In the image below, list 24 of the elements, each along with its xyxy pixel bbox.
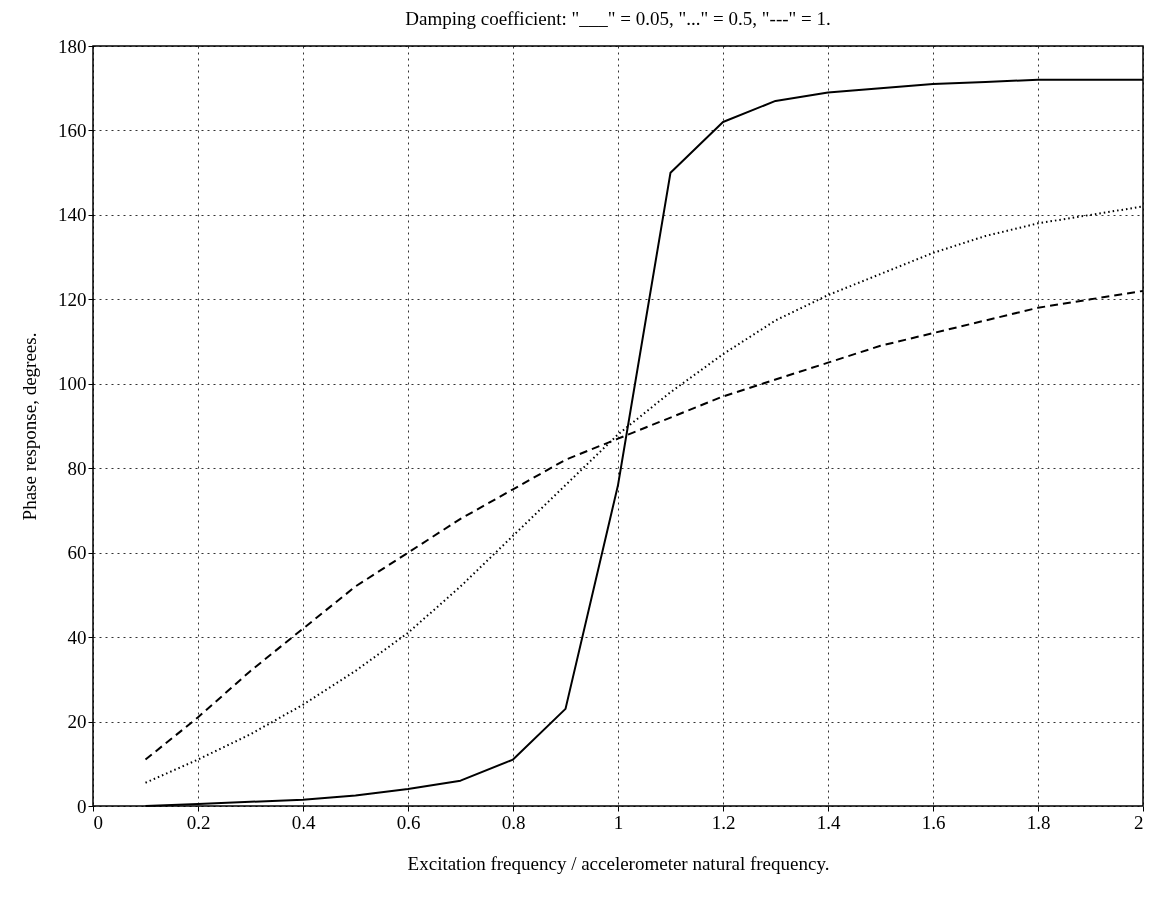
y-tick-label: 40 — [67, 626, 87, 648]
y-tick-label: 60 — [67, 542, 87, 564]
y-tick-label: 20 — [67, 711, 87, 733]
y-tick-label: 140 — [58, 204, 87, 226]
x-tick-label: 0 — [93, 811, 103, 833]
x-tick-label: 1.4 — [816, 811, 841, 833]
x-tick-label: 1 — [613, 811, 624, 833]
y-tick-label: 80 — [67, 457, 87, 479]
y-tick-label: 100 — [58, 373, 87, 395]
x-tick-label: 0.2 — [186, 811, 211, 833]
y-tick-label: 0 — [77, 795, 87, 817]
x-tick-label: 2 — [1134, 811, 1144, 833]
x-tick-label: 1.2 — [711, 811, 736, 833]
x-tick-label: 0.4 — [291, 811, 316, 833]
x-tick-label: 1.8 — [1026, 811, 1051, 833]
y-tick-label: 180 — [58, 35, 87, 57]
y-tick-label: 160 — [58, 119, 87, 141]
x-tick-label: 1.6 — [921, 811, 946, 833]
x-tick-label: 0.8 — [501, 811, 526, 833]
y-tick-label: 120 — [58, 288, 87, 310]
y-axis-title: Phase response, degrees. — [19, 332, 40, 521]
x-tick-label: 0.6 — [396, 811, 421, 833]
chart-title: Damping coefficient: "___" = 0.05, "..." = 0.5, "---" = 1. — [405, 8, 831, 29]
x-axis-title: Excitation frequency / accelerometer natural frequency. — [407, 852, 830, 874]
